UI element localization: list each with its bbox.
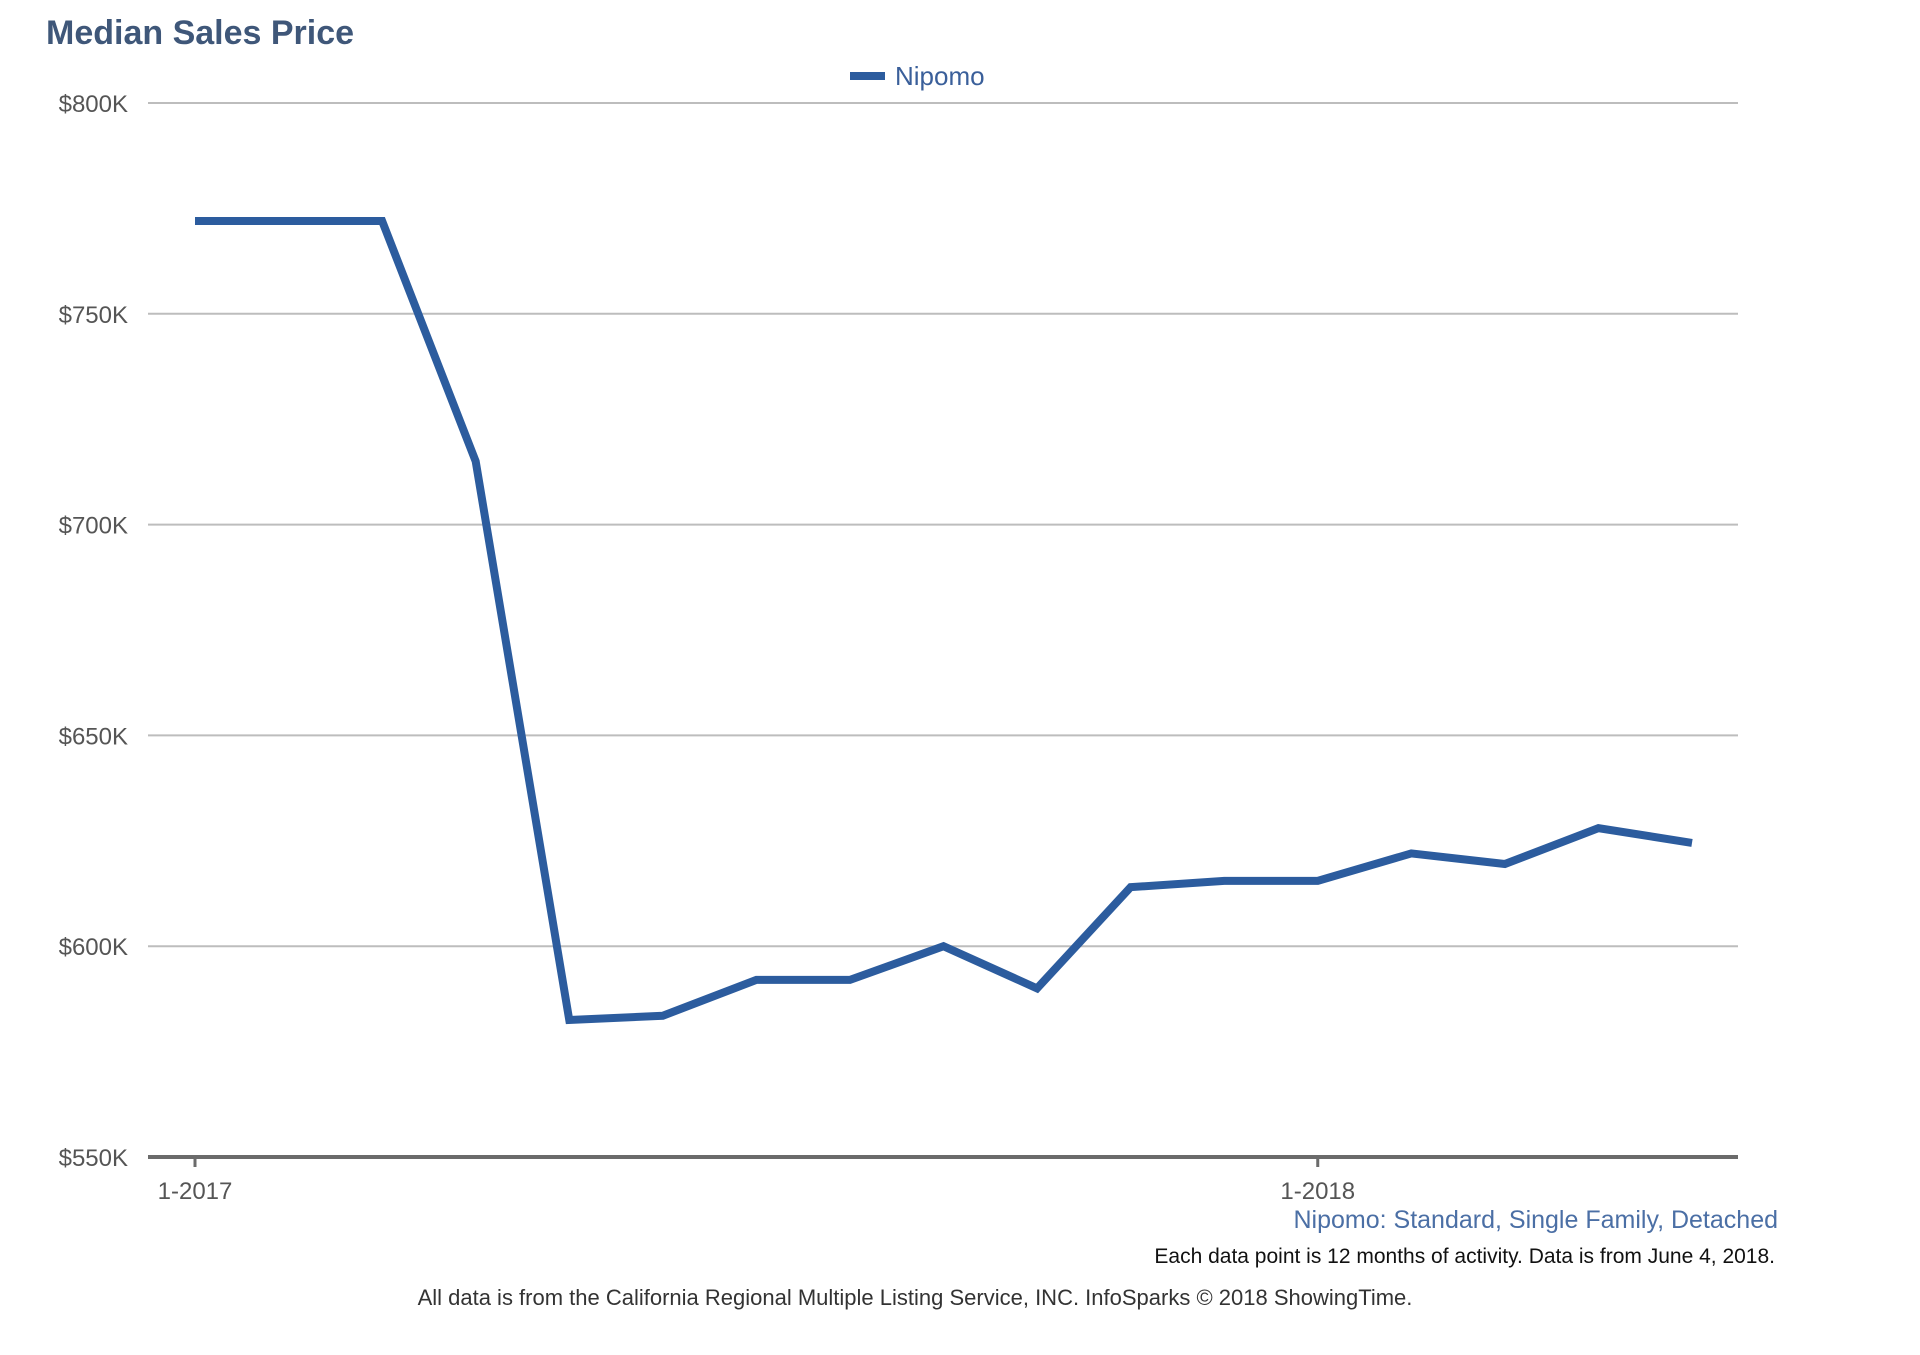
x-axis-ticks: 1-2017 1-2018 [158, 1157, 1355, 1205]
chart-source: All data is from the California Regional… [418, 1285, 1413, 1310]
chart-title: Median Sales Price [46, 14, 354, 52]
y-tick-label: $550K [59, 1145, 128, 1172]
x-tick-label: 1-2018 [1280, 1178, 1355, 1205]
y-tick-label: $800K [59, 91, 128, 118]
gridlines [148, 102, 1738, 948]
y-tick-label: $650K [59, 723, 128, 750]
y-tick-label: $600K [59, 934, 128, 961]
legend-label-nipomo: Nipomo [895, 61, 985, 91]
y-tick-label: $700K [59, 513, 128, 540]
series-line-nipomo [195, 217, 1693, 1025]
y-tick-label: $750K [59, 302, 128, 329]
chart-note: Each data point is 12 months of activity… [1154, 1245, 1775, 1268]
series-layer [195, 217, 1693, 1025]
x-tick-label: 1-2017 [158, 1178, 233, 1205]
y-axis-tick-labels: $550K $600K $650K $700K $750K $800K [59, 91, 128, 1172]
legend: Nipomo [850, 61, 985, 91]
chart-subtitle: Nipomo: Standard, Single Family, Detache… [1294, 1206, 1779, 1234]
